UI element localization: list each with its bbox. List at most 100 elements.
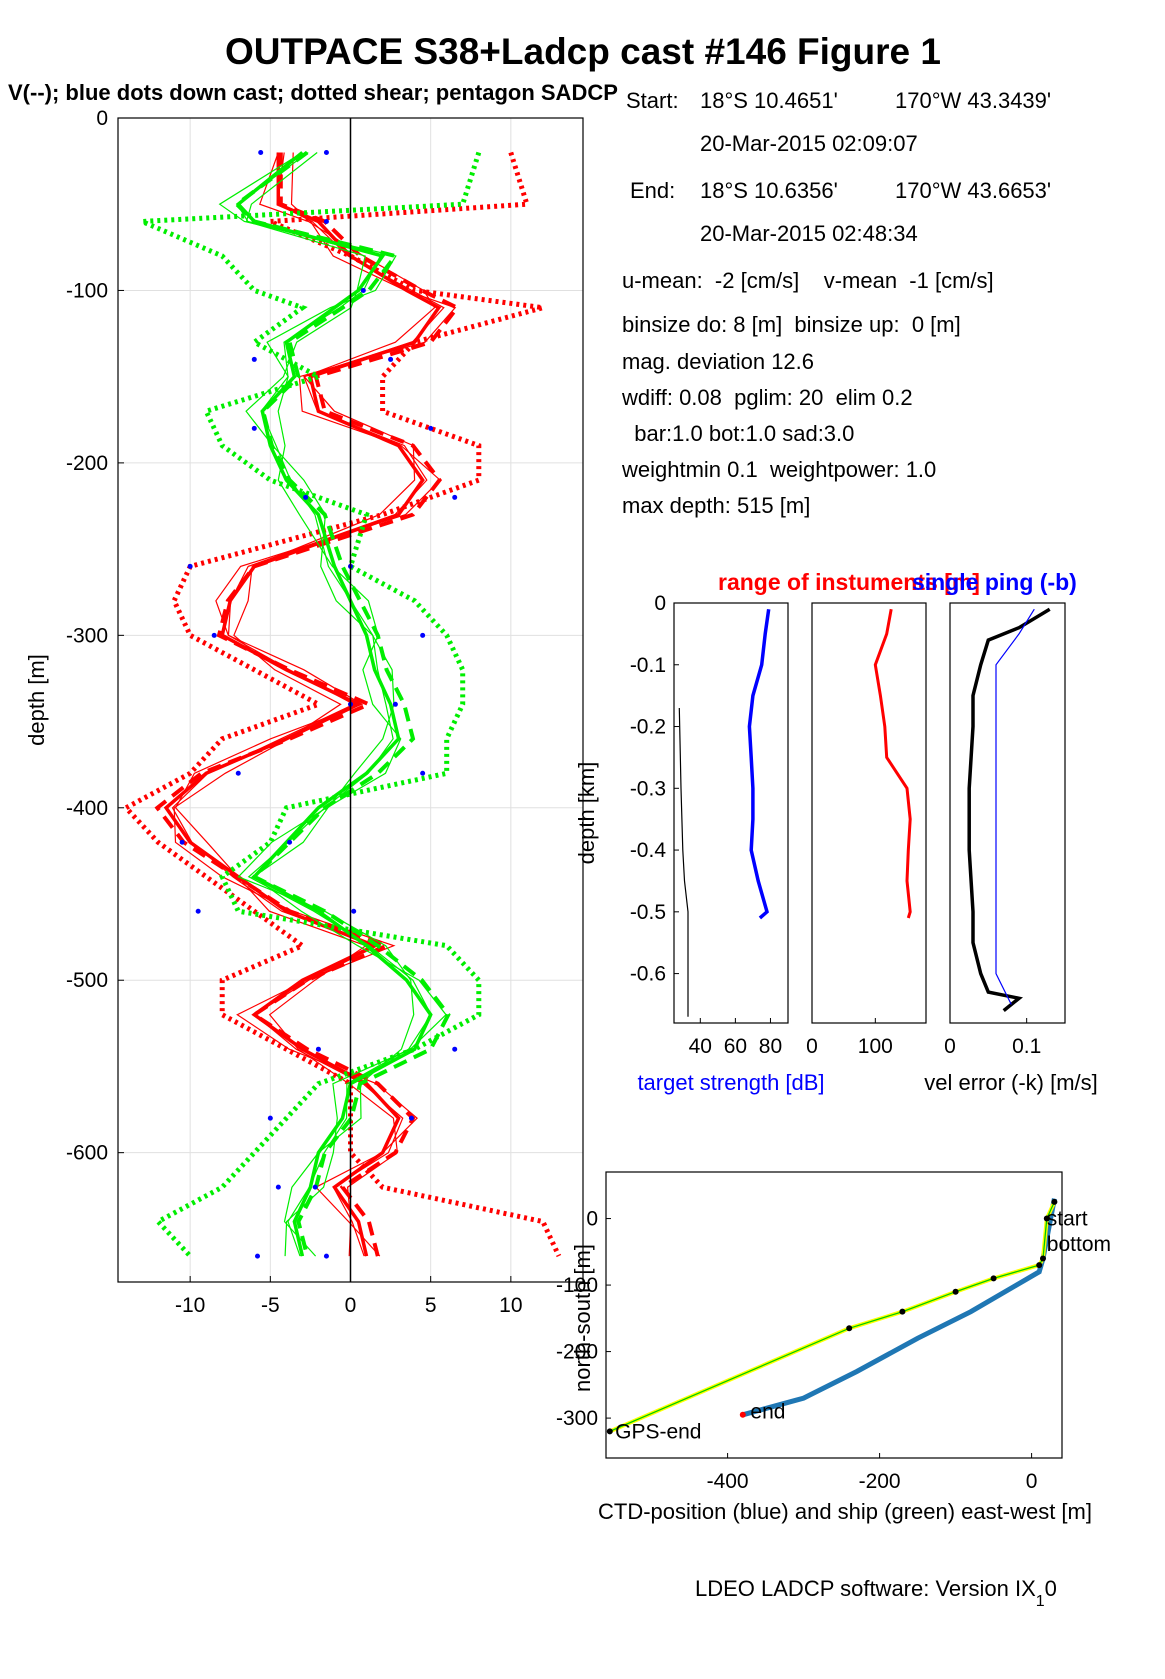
y-tick-label: -300 xyxy=(556,1407,598,1430)
footer-main: LDEO LADCP software: Version IX xyxy=(695,1576,1036,1601)
x-tick-label: 0 xyxy=(944,1035,956,1058)
y-tick-label: 0 xyxy=(654,592,666,615)
ship-point xyxy=(606,1428,613,1435)
info-wdiff: wdiff: 0.08 pglim: 20 elim 0.2 xyxy=(622,385,913,410)
panel-title: range of instuments [m] xyxy=(718,569,980,595)
y-tick-label: -0.6 xyxy=(630,963,666,986)
x-tick-label: 10 xyxy=(499,1294,522,1317)
panel-title: single ping (-b) xyxy=(912,569,1077,595)
downcast-dot xyxy=(408,1115,414,1121)
info-end-time: 20-Mar-2015 02:48:34 xyxy=(700,221,918,246)
y-tick-label: 0 xyxy=(586,1208,598,1231)
y-tick-label: -0.3 xyxy=(630,777,666,800)
info-maxdepth: max depth: 515 [m] xyxy=(622,493,811,518)
y-tick-label: -400 xyxy=(66,797,108,820)
series-u-thin xyxy=(171,152,445,1257)
downcast-dot xyxy=(323,218,329,224)
ship-point xyxy=(1040,1255,1046,1262)
x-tick-label: -400 xyxy=(707,1470,749,1493)
track-label-gps-end: GPS-end xyxy=(615,1420,701,1443)
series-v-thin xyxy=(245,152,447,1257)
ship-point xyxy=(1043,1215,1050,1222)
x-tick-label: 80 xyxy=(759,1035,782,1058)
downcast-dot xyxy=(287,839,293,845)
downcast-dot xyxy=(255,1253,260,1259)
y-axis-label: depth [m] xyxy=(24,654,49,746)
axes-frame xyxy=(949,602,1066,1024)
downcast-dot xyxy=(360,287,366,293)
y-tick-label: -600 xyxy=(66,1142,108,1165)
ship-track-chart: -400 -200 0 0 -100 -200 -300 north-south [m] CTD… xyxy=(556,1171,1111,1524)
footer-text: LDEO LADCP software: Version IX10 xyxy=(695,1576,1057,1610)
y-tick-label: -100 xyxy=(556,1274,598,1297)
track-label-start: start xyxy=(1047,1208,1088,1231)
ship-point xyxy=(846,1325,853,1332)
y-tick-label: -0.4 xyxy=(630,839,667,862)
figure-subtitle: V(--); blue dots down cast; dotted shear… xyxy=(8,80,618,105)
footer-end: 0 xyxy=(1045,1576,1057,1601)
series-u-dashed xyxy=(154,152,461,1257)
x-tick-label: 100 xyxy=(858,1035,893,1058)
y-tick-label: 0 xyxy=(96,107,108,130)
downcast-dot xyxy=(315,1046,321,1052)
y-tick-label: -200 xyxy=(66,452,108,475)
downcast-dot xyxy=(195,908,201,914)
y-tick-label: -0.1 xyxy=(630,654,666,677)
y-axis-label: depth [km] xyxy=(574,762,599,865)
x-tick-label: 0 xyxy=(806,1035,818,1058)
x-tick-label: 40 xyxy=(689,1035,712,1058)
y-tick-label: -0.2 xyxy=(630,716,666,739)
range-chart: 0 100 range of instuments [m] xyxy=(718,569,980,1058)
axes-frame xyxy=(673,602,789,1024)
info-weight: weightmin 0.1 weightpower: 1.0 xyxy=(622,457,937,482)
downcast-dot xyxy=(351,908,357,914)
downcast-dot xyxy=(179,839,185,845)
info-start-time: 20-Mar-2015 02:09:07 xyxy=(700,131,918,156)
x-tick-label: -200 xyxy=(859,1470,901,1493)
downcast-dot xyxy=(267,1115,273,1121)
series-ship-highlight xyxy=(609,1201,1057,1434)
y-tick-label: -500 xyxy=(66,969,108,992)
target-strength-chart: 40 60 80 0 -0.1 -0.2 -0.3 -0.4 -0.5 -0.6 depth [km… xyxy=(574,592,825,1095)
info-end-label: End: xyxy=(630,178,676,203)
downcast-dot xyxy=(187,563,193,569)
series-range xyxy=(873,608,912,919)
downcast-dot xyxy=(303,494,309,500)
end-marker xyxy=(739,1411,746,1418)
ship-point xyxy=(899,1308,906,1315)
info-means: u-mean: -2 [cm/s] v-mean -1 [cm/s] xyxy=(622,268,994,293)
series-ship xyxy=(609,1201,1055,1432)
series-v-main xyxy=(235,151,433,1257)
figure-title: OUTPACE S38+Ladcp cast #146 Figure 1 xyxy=(225,31,941,72)
series-v-shear xyxy=(141,151,482,1258)
axes-frame xyxy=(811,602,927,1024)
downcast-dot xyxy=(312,1184,318,1190)
ship-point xyxy=(990,1275,997,1282)
y-tick-label: -100 xyxy=(66,279,108,302)
y-tick-label: -300 xyxy=(66,624,108,647)
downcast-dot xyxy=(275,1184,281,1190)
y-axis-label: north-south [m] xyxy=(570,1244,595,1392)
velocity-profile-chart: -10 -5 0 5 10 0 -100 -200 -300 -400 -500 -600 depth … xyxy=(24,107,584,1317)
downcast-dot xyxy=(452,1046,458,1052)
downcast-dot xyxy=(251,425,257,431)
ship-point xyxy=(1036,1262,1043,1269)
series-black xyxy=(678,707,689,1017)
series-black xyxy=(967,607,1051,1012)
x-tick-label: 5 xyxy=(425,1294,437,1317)
series-ts xyxy=(747,608,771,920)
downcast-dot xyxy=(211,632,217,638)
track-label-bottom: bottom xyxy=(1047,1233,1111,1256)
info-end-lon: 170°W 43.6653' xyxy=(895,178,1052,203)
downcast-dot xyxy=(323,1253,329,1259)
x-tick-label: 60 xyxy=(724,1035,747,1058)
downcast-dot xyxy=(235,770,241,776)
series-u-shear xyxy=(121,151,562,1258)
downcast-dot xyxy=(420,770,426,776)
downcast-dot xyxy=(388,356,394,362)
x-axis-label: CTD-position (blue) and ship (green) eas… xyxy=(598,1499,1092,1524)
axes-frame xyxy=(605,1171,1063,1459)
y-tick-label: -0.5 xyxy=(630,901,666,924)
series-v-dashed xyxy=(233,150,451,1257)
